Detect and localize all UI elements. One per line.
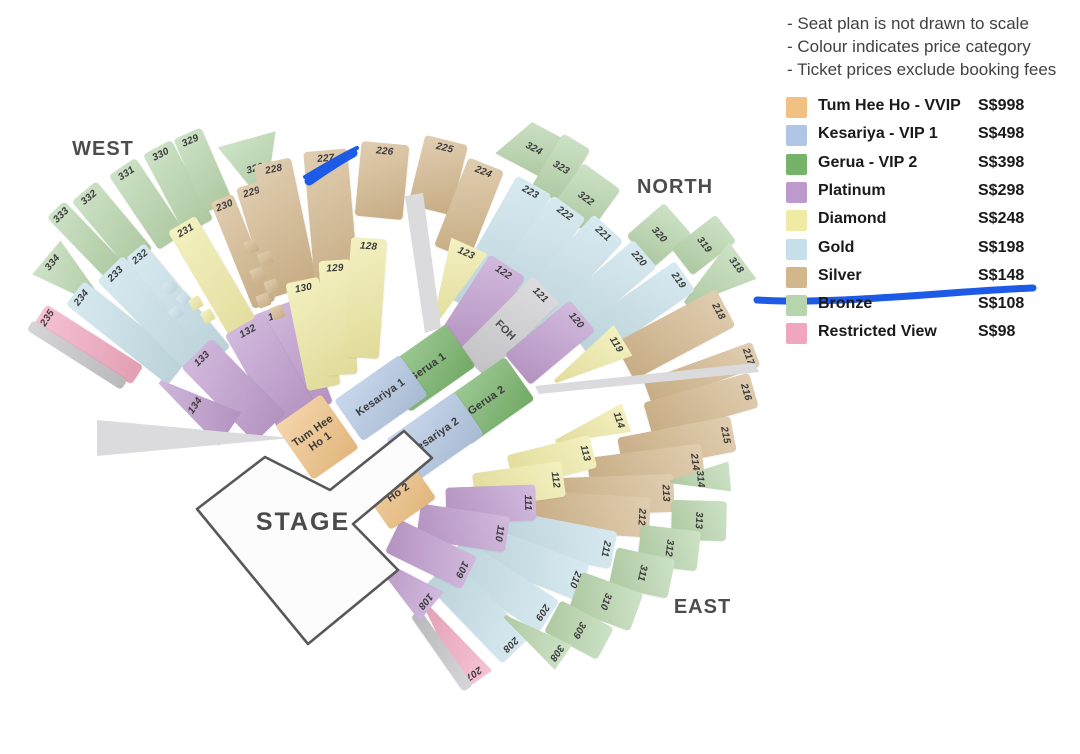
legend-row: Bronze S$108 (786, 292, 1076, 320)
section-label: 225 (434, 140, 455, 156)
section-label: 320 (649, 224, 669, 246)
legend-label: Gold (818, 238, 855, 256)
legend-swatch-platinum (786, 181, 807, 203)
legend-row: Platinum S$298 (786, 179, 1076, 207)
legend-swatch-vip1 (786, 125, 807, 147)
section-label: 226 (375, 144, 394, 158)
section-label: 331 (116, 164, 137, 184)
section-label: 113 (577, 443, 593, 463)
section-label: 215 (718, 425, 733, 445)
section-label: Tum Hee Ho 1 (290, 412, 336, 454)
section-label: 114 (610, 410, 627, 430)
section-label: 329 (180, 132, 201, 150)
section-label: 213 (659, 484, 672, 503)
section-label: 211 (598, 539, 613, 558)
legend-row: Gerua - VIP 2 S$398 (786, 151, 1076, 179)
section-label: 333 (51, 205, 72, 226)
note-line: - Colour indicates price category (787, 37, 1031, 56)
section-label: 217 (739, 346, 757, 367)
legend-price: S$198 (978, 238, 1025, 256)
section-label: 128 (359, 240, 378, 253)
section-label: 218 (709, 300, 728, 322)
legend-row: Diamond S$248 (786, 207, 1076, 235)
section-226: 226 (354, 140, 410, 220)
section-label: 311 (634, 563, 650, 583)
section-label: 318 (726, 255, 746, 276)
section-label: 221 (592, 223, 613, 244)
section-label: 332 (79, 188, 100, 208)
section-128: 128 (342, 236, 388, 360)
legend-row: Gold S$198 (786, 236, 1076, 264)
legend-swatch-vvip (786, 97, 807, 118)
legend-row: Tum Hee Ho - VVIP S$998 (786, 94, 1076, 122)
compass-west: WEST (72, 138, 134, 160)
legend-row: Silver S$148 (786, 264, 1076, 292)
legend-price: S$398 (978, 153, 1025, 171)
legend-price: S$148 (978, 266, 1025, 284)
stage-label: STAGE (255, 508, 351, 536)
section-label: 224 (473, 163, 494, 180)
seat-map: 3343333323313303293282352342332322312302… (26, 0, 761, 693)
legend-row: Restricted View S$98 (786, 320, 1076, 348)
section-label: 309 (570, 619, 588, 641)
legend-swatch-vip2 (786, 153, 807, 175)
legend-price: S$98 (978, 323, 1016, 341)
legend-label: Diamond (818, 210, 887, 228)
legend-price: S$298 (978, 181, 1025, 199)
section-label: 129 (325, 262, 344, 275)
legend-label: Platinum (818, 181, 886, 199)
notes: - Seat plan is not drawn to scale - Colou… (787, 12, 1077, 81)
legend-label: Restricted View (818, 323, 937, 341)
section-label: 227 (316, 151, 335, 165)
legend-price: S$498 (978, 125, 1025, 143)
section-label: 112 (548, 470, 562, 489)
legend-label: Silver (818, 266, 862, 284)
legend-label: Kesariya - VIP 1 (818, 125, 938, 143)
legend-swatch-bronze (786, 295, 807, 317)
legend-swatch-silver (786, 266, 807, 288)
note-line: - Ticket prices exclude booking fees (787, 60, 1057, 79)
legend-label: Tum Hee Ho - VVIP (818, 97, 961, 114)
legend-swatch-diamond (786, 210, 807, 232)
section-label: 130 (293, 281, 314, 296)
legend-price: S$248 (978, 210, 1025, 228)
note-line: - Seat plan is not drawn to scale (787, 14, 1029, 33)
section-label: 334 (43, 252, 63, 273)
section-label: 319 (694, 234, 714, 256)
section-label: Kesariya 1 (353, 376, 408, 419)
legend-swatch-restricted (786, 323, 807, 345)
legend-price: S$108 (978, 295, 1025, 313)
compass-east: EAST (673, 596, 732, 618)
section-label: 216 (738, 382, 754, 403)
section-label: 110 (492, 524, 506, 543)
legend-label: Gerua - VIP 2 (818, 153, 918, 171)
legend-row: Kesariya - VIP 1 S$498 (786, 122, 1076, 150)
legend-label: Bronze (818, 295, 873, 313)
section-label: 310 (597, 590, 615, 612)
section-label: Tum Hee Ho 2 (368, 463, 414, 505)
legend-price: S$998 (978, 97, 1025, 114)
legend-swatch-gold (786, 238, 807, 260)
compass-north: NORTH (636, 176, 714, 198)
section-label: 111 (521, 494, 534, 511)
